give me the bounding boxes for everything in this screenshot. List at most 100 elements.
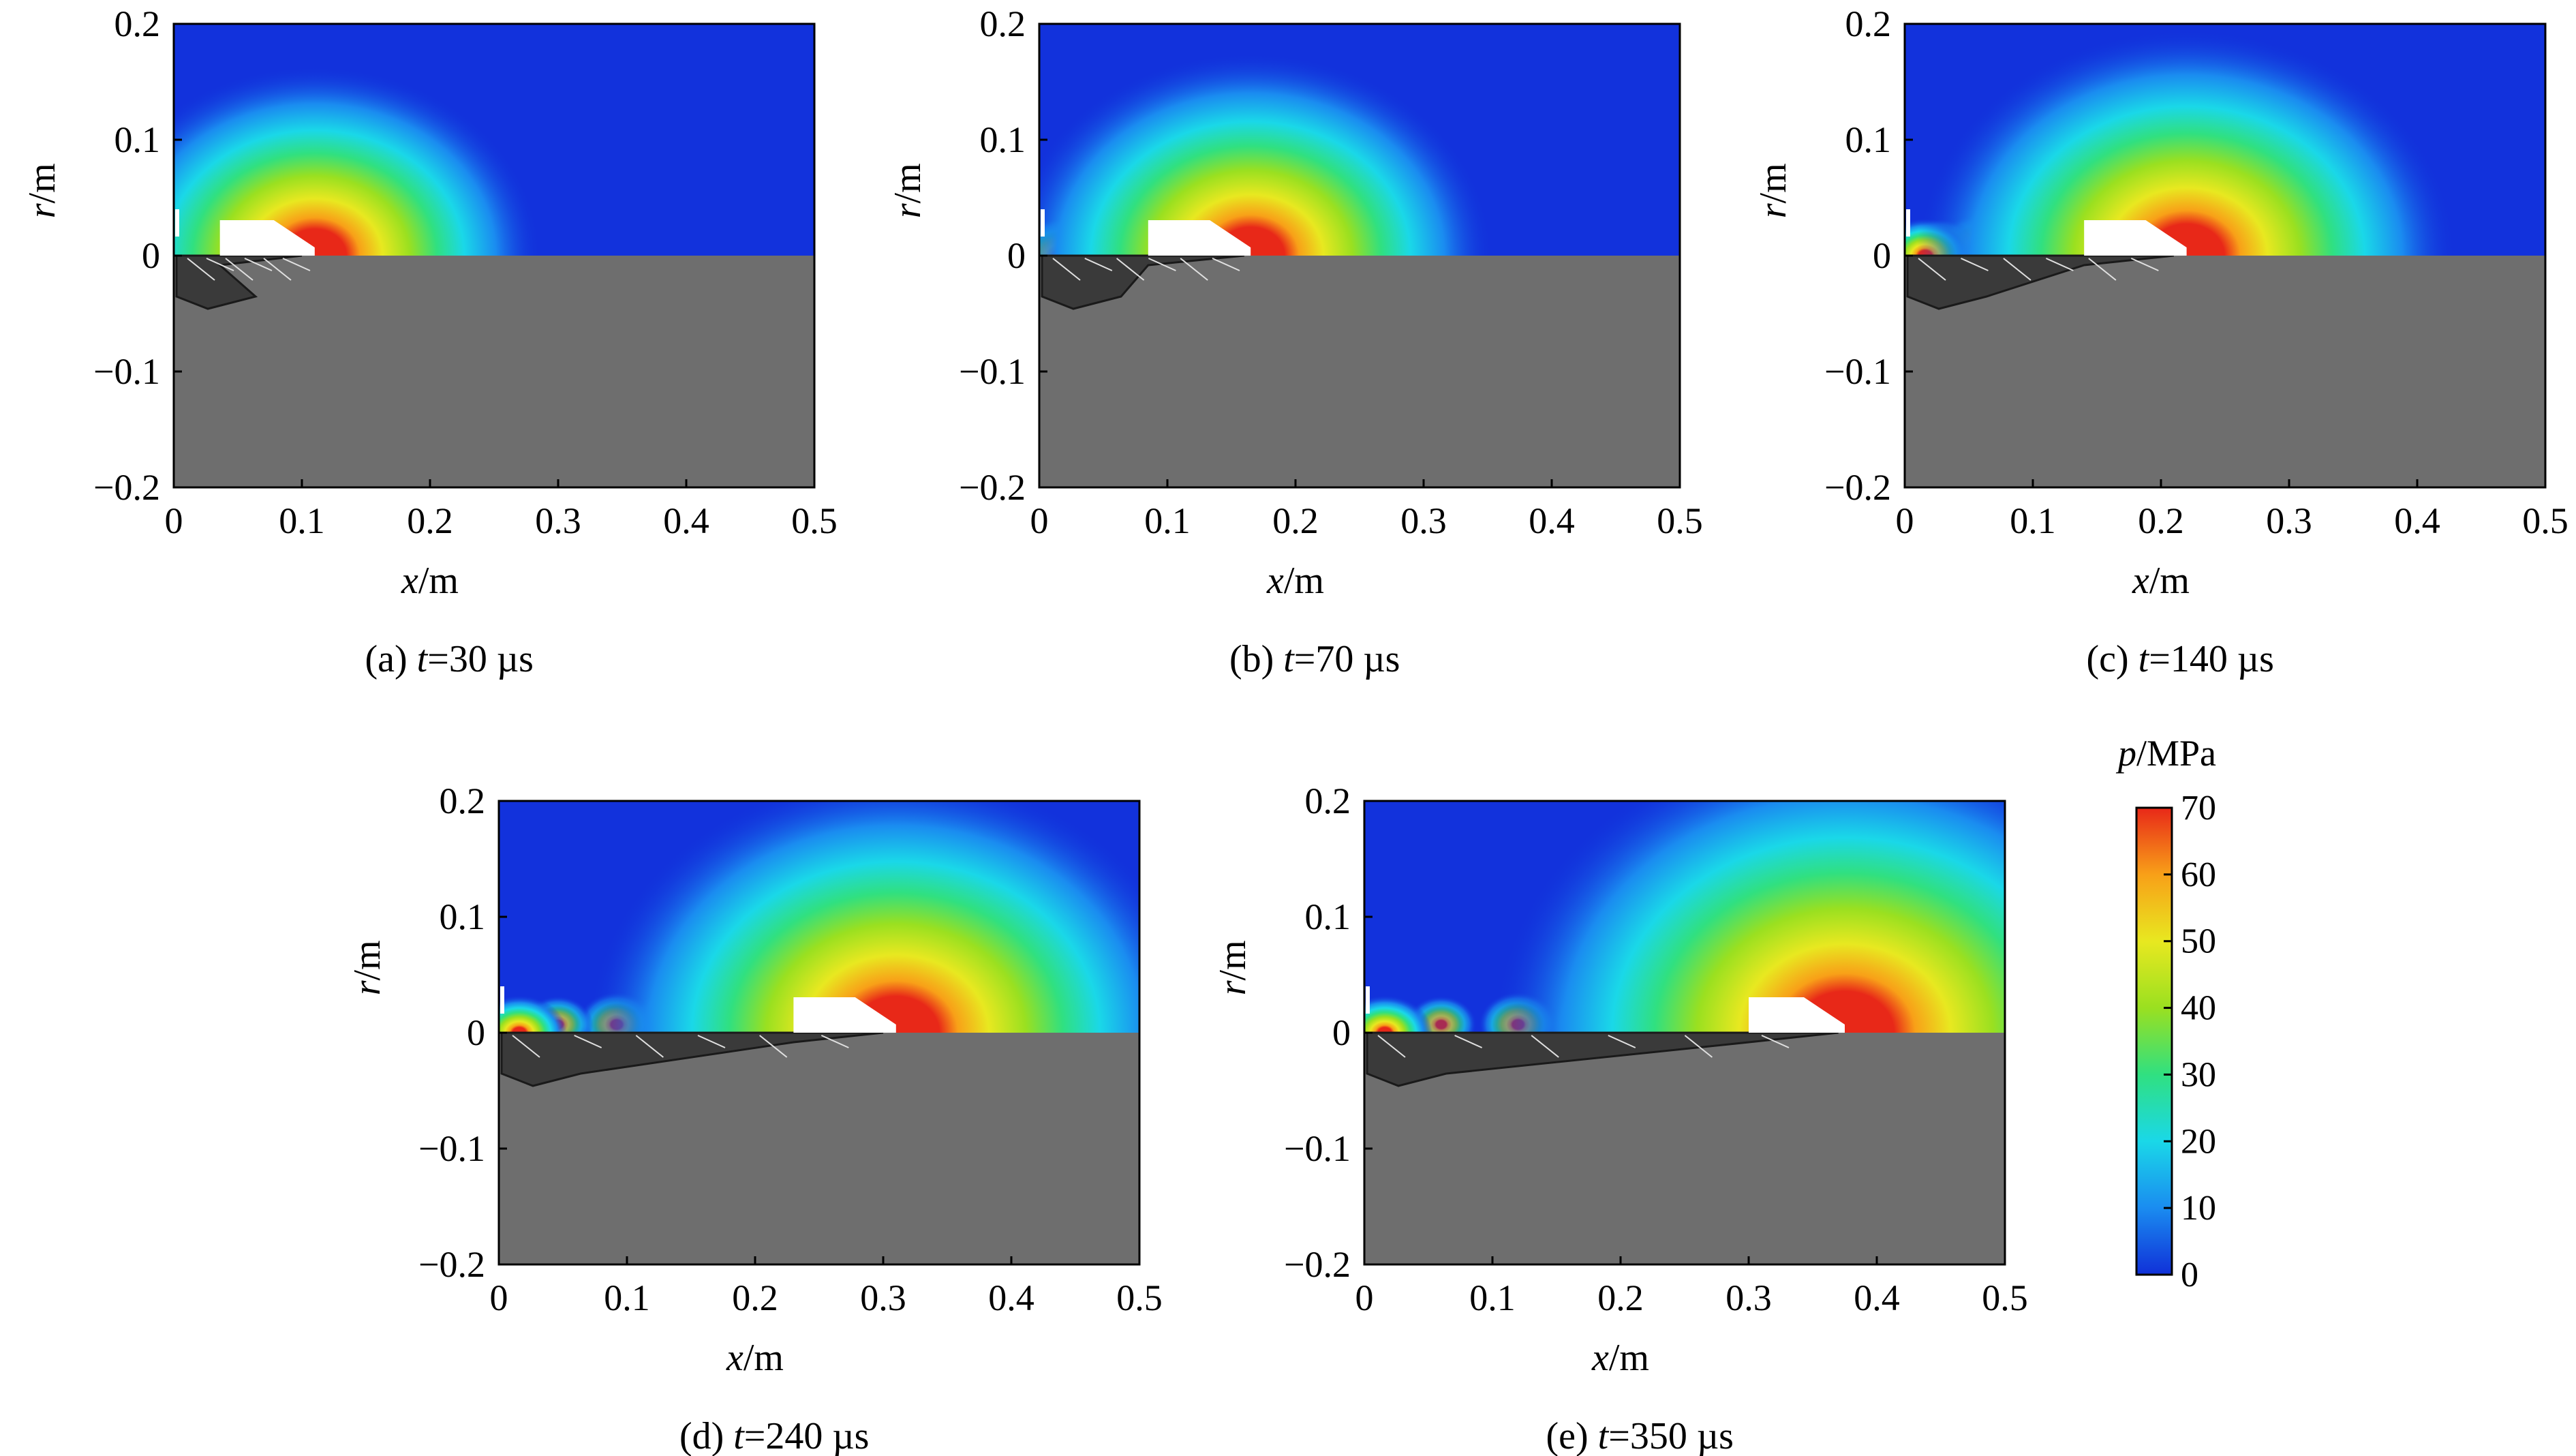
pressure-field <box>499 801 1139 1033</box>
y-tick-label: 0 <box>1332 1012 1351 1053</box>
panel-caption: (b) t=70 µs <box>1229 638 1400 680</box>
x-tick-label: 0.4 <box>988 1277 1034 1318</box>
panel-caption: (e) t=350 µs <box>1546 1415 1734 1456</box>
colorbar-tick-label: 20 <box>2181 1122 2216 1161</box>
panel-a: 0 0.1 0.2 0.3 0.4 0.5 −0.2 −0.1 0 0.1 0.2 x/m r/m (a)… <box>21 3 838 680</box>
panel-d: 0 0.1 0.2 0.3 0.4 0.5 −0.2 −0.1 0 0.1 0.2 x/m r/m (d)… <box>346 780 1163 1456</box>
y-tick-label: 0 <box>1007 235 1026 276</box>
target-region <box>1905 256 2545 487</box>
crack-line <box>1148 258 1176 271</box>
y-tick-label: 0.2 <box>440 780 486 821</box>
crack-line <box>1212 258 1240 271</box>
origin-marker <box>1906 209 1910 237</box>
x-tick-label: 0.4 <box>1529 500 1575 541</box>
y-tick-label: −0.2 <box>418 1244 485 1285</box>
x-tick-label: 0.5 <box>1116 1277 1163 1318</box>
x-tick-label: 0 <box>1896 500 1914 541</box>
colorbar-gradient <box>2135 806 2173 1276</box>
y-tick-label: −0.1 <box>93 351 160 392</box>
y-tick-label: 0.1 <box>440 896 486 937</box>
x-axis-label: x/m <box>1591 1337 1649 1379</box>
x-tick-label: 0 <box>1030 500 1049 541</box>
colorbar-tick-label: 0 <box>2181 1256 2198 1294</box>
projectile <box>793 997 896 1033</box>
crack-line <box>635 1035 664 1058</box>
projectile <box>2084 220 2187 256</box>
panel-c: 0 0.1 0.2 0.3 0.4 0.5 −0.2 −0.1 0 0.1 0.2 x/m r/m (c)… <box>1752 3 2569 680</box>
crack-line <box>244 258 273 271</box>
y-axis-label: r/m <box>1212 940 1254 995</box>
x-tick-label: 0.5 <box>791 500 838 541</box>
crack-line <box>282 258 311 271</box>
y-tick-label: 0.2 <box>1845 3 1892 44</box>
y-axis-label: r/m <box>346 940 388 995</box>
pressure-wave <box>587 801 1139 1033</box>
crack-line <box>1531 1035 1559 1058</box>
x-tick-label: 0.2 <box>1272 500 1319 541</box>
y-tick-label: 0 <box>142 235 160 276</box>
colorbar-tick-label: 70 <box>2181 789 2216 828</box>
target-region <box>174 256 814 487</box>
x-tick-label: 0.2 <box>732 1277 778 1318</box>
colorbar-tick-label: 40 <box>2181 989 2216 1028</box>
crack-line <box>1180 258 1208 281</box>
y-tick-label: 0 <box>1873 235 1891 276</box>
x-tick-label: 0.2 <box>2138 500 2184 541</box>
y-tick-label: −0.1 <box>1824 351 1891 392</box>
colorbar-tick-label: 60 <box>2181 855 2216 894</box>
panel-b: 0 0.1 0.2 0.3 0.4 0.5 −0.2 −0.1 0 0.1 0.2 x/m r/m (b)… <box>887 3 1703 680</box>
pressure-field <box>1364 801 2005 1033</box>
y-tick-label: −0.1 <box>959 351 1026 392</box>
pressure-wave <box>1492 801 2005 1033</box>
origin-pressure-blob <box>1364 995 1432 1033</box>
crack-line <box>1454 1035 1483 1048</box>
origin-marker <box>175 209 179 237</box>
x-tick-label: 0.1 <box>604 1277 650 1318</box>
origin-pressure-blob <box>499 995 567 1033</box>
x-axis-label: x/m <box>401 560 459 602</box>
x-tick-label: 0.3 <box>535 500 581 541</box>
y-axis-label: r/m <box>21 163 63 218</box>
x-tick-label: 0.5 <box>1657 500 1703 541</box>
x-axis-label: x/m <box>2132 560 2190 602</box>
y-tick-label: −0.2 <box>1824 467 1891 508</box>
y-tick-label: 0 <box>467 1012 485 1053</box>
x-tick-label: 0.2 <box>407 500 453 541</box>
x-tick-label: 0.1 <box>2010 500 2056 541</box>
x-tick-label: 0.5 <box>1982 1277 2028 1318</box>
colorbar: p/MPa 0 10 20 30 40 50 60 70 <box>2115 733 2216 1294</box>
y-tick-label: −0.2 <box>959 467 1026 508</box>
x-axis-label: x/m <box>1266 560 1324 602</box>
target-region <box>1039 256 1680 487</box>
crack-line <box>2003 258 2031 281</box>
crack-line <box>1918 258 1946 281</box>
y-tick-label: −0.1 <box>1284 1128 1351 1169</box>
crack-line <box>2088 258 2117 281</box>
y-axis-label: r/m <box>1752 163 1794 218</box>
panel-caption: (d) t=240 µs <box>679 1415 870 1456</box>
x-tick-label: 0.5 <box>2522 500 2569 541</box>
crack-line <box>2130 258 2159 271</box>
x-tick-label: 0 <box>1355 1277 1374 1318</box>
crack-line <box>2045 258 2074 271</box>
panel-e: 0 0.1 0.2 0.3 0.4 0.5 −0.2 −0.1 0 0.1 0.2 x/m r/m (e)… <box>1212 780 2028 1456</box>
pressure-wave <box>1039 52 1493 256</box>
x-tick-label: 0.2 <box>1597 1277 1644 1318</box>
projectile <box>219 220 315 256</box>
y-tick-label: −0.2 <box>93 467 160 508</box>
crack-line <box>1116 258 1145 281</box>
colorbar-ticks: 0 10 20 30 40 50 60 70 <box>2164 789 2216 1294</box>
crack-line <box>1608 1035 1636 1048</box>
colorbar-tick-label: 10 <box>2181 1189 2216 1228</box>
crack-line <box>263 258 292 281</box>
pressure-field <box>1905 29 2457 256</box>
panel-caption: (a) t=30 µs <box>365 638 534 680</box>
origin-marker <box>500 986 504 1014</box>
projectile <box>1749 997 1845 1033</box>
y-tick-label: −0.2 <box>1284 1244 1351 1285</box>
x-tick-label: 0 <box>490 1277 508 1318</box>
x-tick-label: 0.1 <box>279 500 325 541</box>
y-tick-label: 0.2 <box>1305 780 1351 821</box>
pressure-wave <box>174 65 542 256</box>
